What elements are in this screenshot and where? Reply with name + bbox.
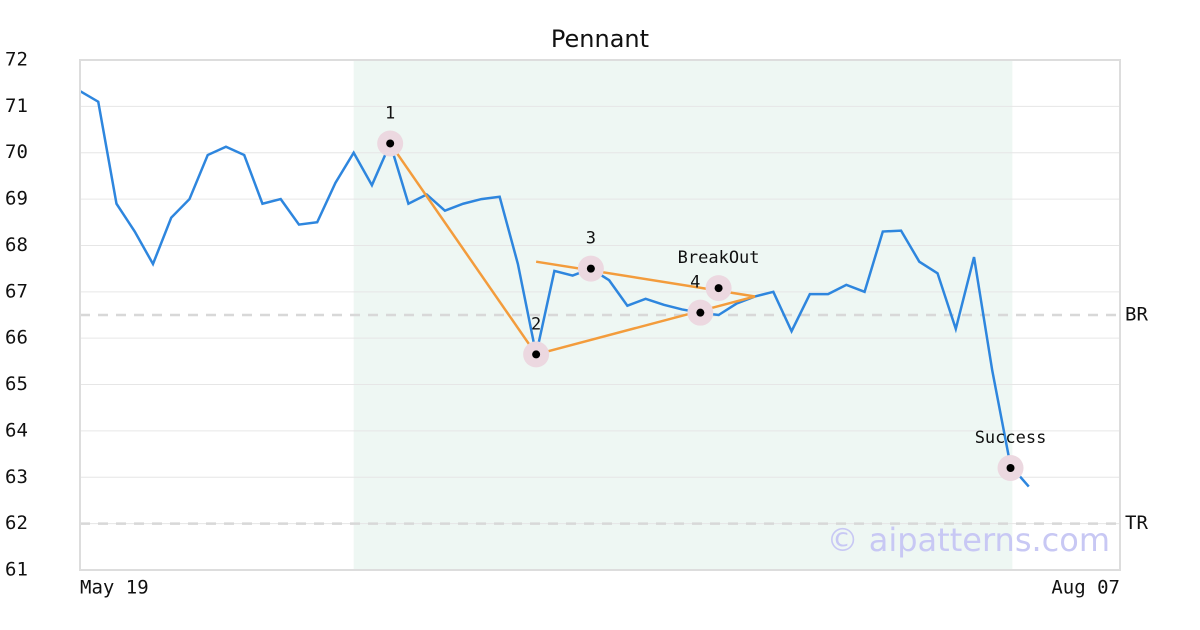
- trendline: [389, 142, 538, 356]
- point: [714, 284, 723, 293]
- y-tick-label: 61: [5, 559, 28, 581]
- point-label: 2: [531, 314, 541, 334]
- y-tick-label: 68: [5, 234, 28, 256]
- y-tick-label: 67: [5, 280, 28, 302]
- point-label: 1: [385, 103, 395, 123]
- y-tick-label: 69: [5, 188, 28, 210]
- point-label: Success: [975, 428, 1047, 448]
- x-tick-label: May 19: [80, 577, 149, 599]
- y-tick-label: 72: [5, 49, 28, 71]
- level-label: TR: [1125, 512, 1148, 534]
- y-tick-label: 64: [5, 419, 28, 441]
- point: [586, 264, 595, 273]
- y-tick-label: 65: [5, 373, 28, 395]
- point: [532, 350, 541, 359]
- price-line: [79, 89, 1030, 488]
- point: [1006, 464, 1015, 472]
- point-label: BreakOut: [678, 248, 760, 268]
- chart-title: Pennant: [551, 25, 649, 53]
- y-tick-label: 70: [5, 141, 28, 163]
- level-label: BR: [1125, 304, 1148, 326]
- trendline: [535, 295, 756, 356]
- point: [696, 308, 705, 317]
- point-label: 4: [690, 273, 700, 293]
- y-tick-label: 62: [5, 512, 28, 534]
- point-label: 3: [586, 229, 596, 249]
- y-tick-label: 71: [5, 95, 28, 117]
- y-tick-label: 66: [5, 327, 28, 349]
- watermark: © aipatterns.com: [827, 521, 1110, 559]
- x-tick-label: Aug 07: [1051, 577, 1120, 599]
- y-tick-label: 63: [5, 466, 28, 488]
- point: [386, 139, 395, 148]
- plot-border: [79, 59, 1121, 571]
